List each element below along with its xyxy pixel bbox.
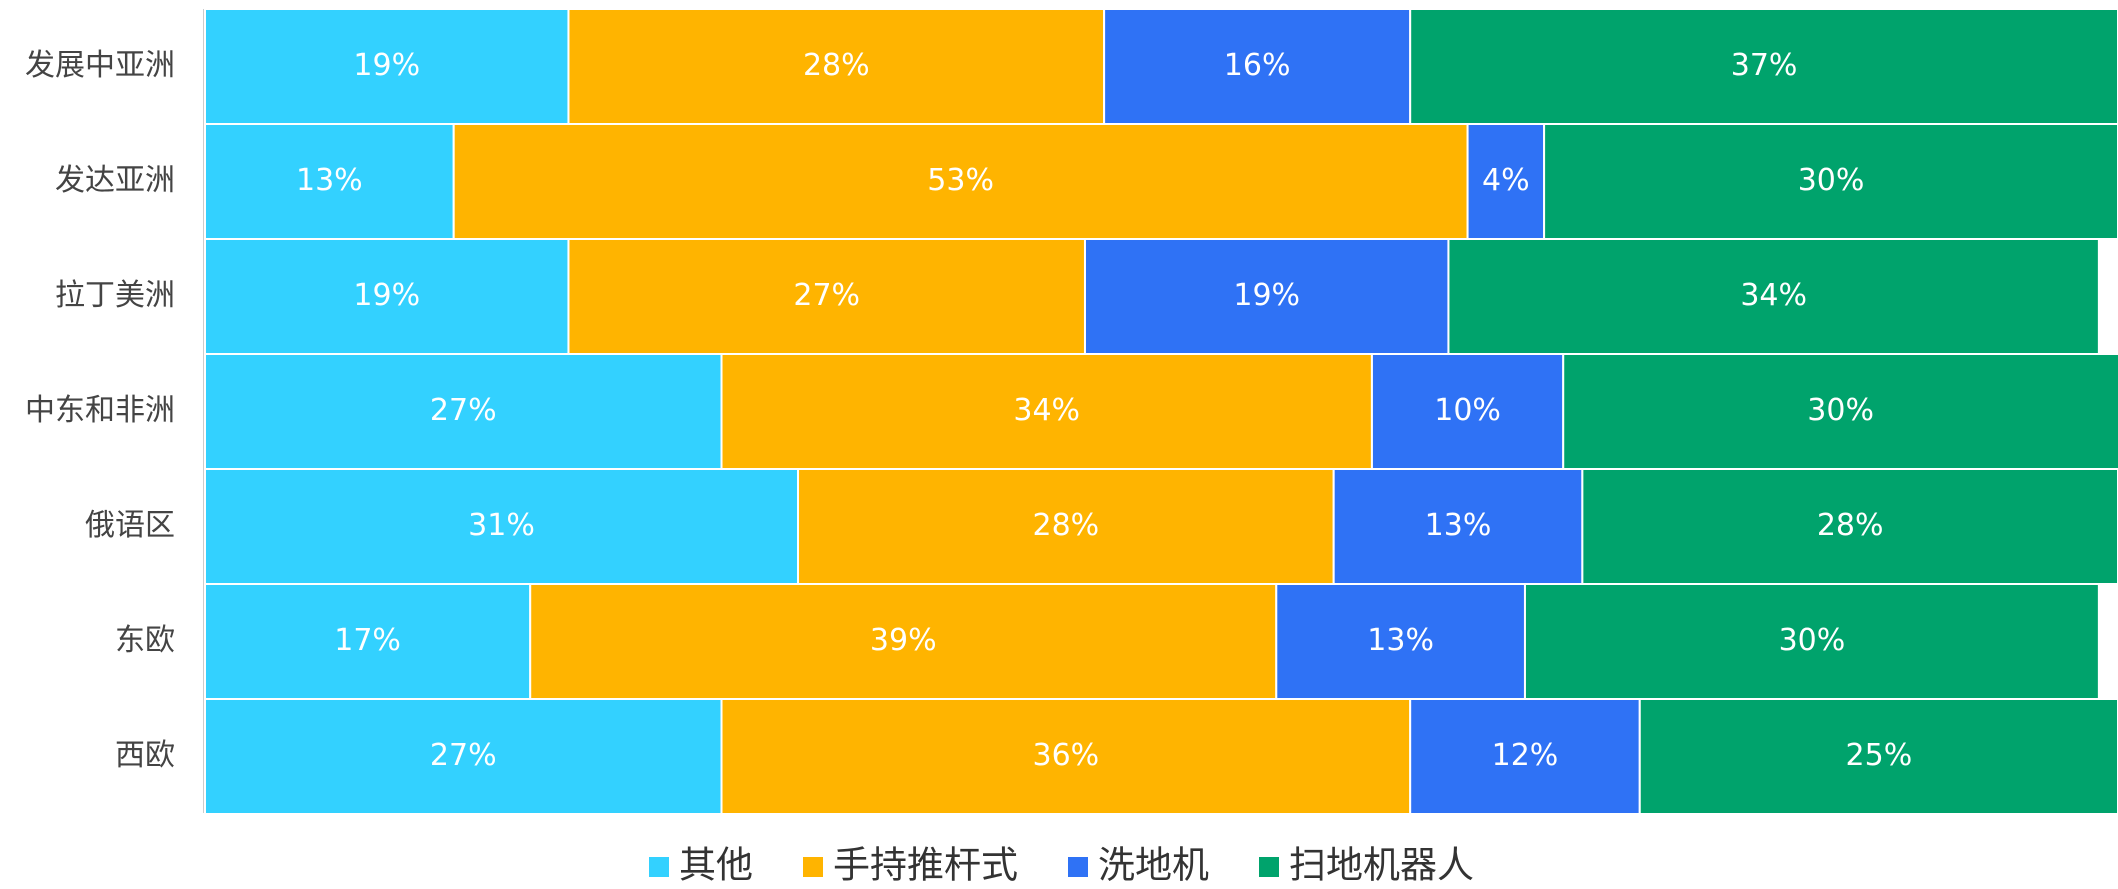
data-label: 13%: [296, 163, 363, 198]
data-label: 16%: [1224, 48, 1291, 83]
data-label: 28%: [803, 48, 870, 83]
data-label: 34%: [1013, 393, 1080, 428]
data-label: 25%: [1846, 738, 1913, 773]
bar-segment: [1543, 123, 2118, 240]
bar-segment: [1581, 468, 2118, 585]
data-label: 31%: [468, 508, 535, 543]
data-label: 36%: [1033, 738, 1100, 773]
data-label: 28%: [1817, 508, 1884, 543]
bar-segment: [452, 123, 1469, 240]
data-label: 10%: [1434, 393, 1501, 428]
data-label: 27%: [793, 278, 860, 313]
legend-swatch: [803, 857, 823, 877]
data-label: 37%: [1731, 48, 1798, 83]
data-label: 34%: [1740, 278, 1807, 313]
data-label: 19%: [1233, 278, 1300, 313]
data-label: 19%: [353, 278, 420, 313]
legend-swatch: [1068, 857, 1088, 877]
y-tick-label: 中东和非洲: [25, 393, 175, 428]
bar-segment: [797, 468, 1335, 585]
data-label: 13%: [1425, 508, 1492, 543]
data-label: 30%: [1807, 393, 1874, 428]
data-label: 12%: [1492, 738, 1559, 773]
bar-segment: [1447, 238, 2100, 355]
data-label: 30%: [1798, 163, 1865, 198]
bar-segment: [1083, 238, 1450, 355]
data-label: 17%: [334, 623, 401, 658]
y-tick-label: 发展中亚洲: [25, 48, 175, 83]
bar-segment: [204, 468, 800, 585]
data-label: 19%: [353, 48, 420, 83]
legend-label: 扫地机器人: [1289, 844, 1474, 887]
bar-segment: [204, 698, 723, 815]
data-label: 53%: [927, 163, 994, 198]
y-tick-label: 拉丁美洲: [55, 278, 175, 313]
data-label: 30%: [1779, 623, 1846, 658]
y-tick-label: 东欧: [115, 623, 175, 658]
bar-segment: [204, 583, 532, 700]
legend-swatch: [1259, 857, 1279, 877]
data-label: 39%: [870, 623, 937, 658]
y-tick-label: 发达亚洲: [55, 163, 175, 198]
legend-label: 洗地机: [1098, 844, 1209, 887]
y-tick-label: 西欧: [115, 738, 175, 773]
bar-segment: [1409, 698, 1641, 815]
bar-segment: [567, 8, 1106, 125]
data-label: 28%: [1033, 508, 1100, 543]
data-label: 4%: [1482, 163, 1530, 198]
bar-segment: [1562, 353, 2118, 470]
y-tick-label: 俄语区: [85, 508, 175, 543]
bar-segment: [1275, 583, 1526, 700]
legend-swatch: [649, 857, 669, 877]
bar-segment: [720, 353, 1373, 470]
legend-label: 其他: [679, 844, 753, 887]
bar-segment: [529, 583, 1278, 700]
legend-label: 手持推杆式: [833, 844, 1018, 887]
bar-segment: [1638, 698, 2118, 815]
data-label: 27%: [430, 738, 497, 773]
bar-segment: [1523, 583, 2100, 700]
bar-segment: [1332, 468, 1584, 585]
bar-segment: [567, 238, 1086, 355]
data-label: 27%: [430, 393, 497, 428]
data-label: 13%: [1367, 623, 1434, 658]
